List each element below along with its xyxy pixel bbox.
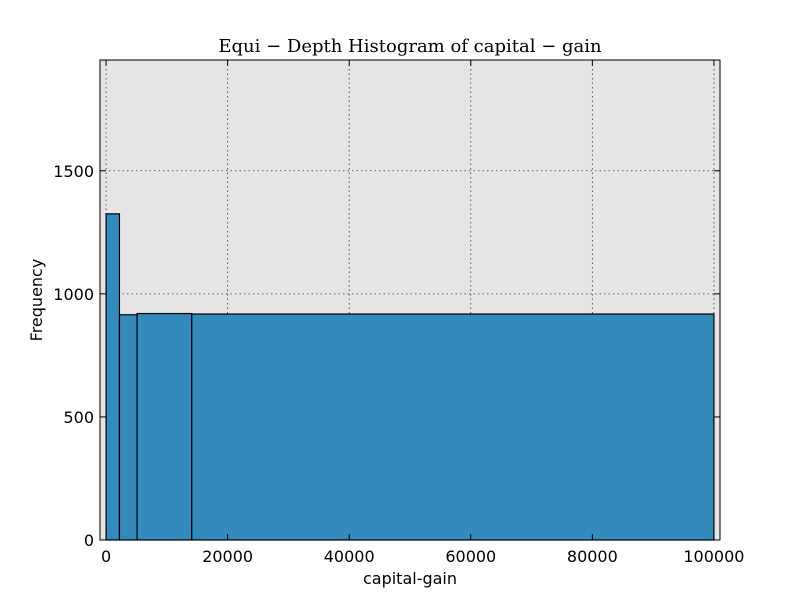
y-tick-label: 1000 <box>53 285 94 304</box>
y-tick-label: 500 <box>63 408 94 427</box>
x-tick-label: 100000 <box>683 547 744 566</box>
x-tick-label: 60000 <box>445 547 496 566</box>
x-tick-label: 20000 <box>202 547 253 566</box>
chart-title: Equi − Depth Histogram of capital − gain <box>218 36 602 57</box>
ticks: 0 20000 40000 60000 80000 100000 0 500 1000 1500 <box>53 60 744 566</box>
histogram-bar <box>105 213 121 541</box>
y-axis-label: Frequency <box>27 259 46 342</box>
x-tick-label: 0 <box>101 547 111 566</box>
histogram-bar <box>118 314 138 541</box>
plot-frame <box>99 59 721 541</box>
x-tick-label: 80000 <box>567 547 618 566</box>
x-axis-label: capital-gain <box>363 569 457 588</box>
y-tick-label: 0 <box>84 531 94 550</box>
x-tick-label: 40000 <box>324 547 375 566</box>
histogram-bar <box>136 312 193 541</box>
y-tick-label: 1500 <box>53 162 94 181</box>
histogram-bar <box>191 313 715 541</box>
bars <box>105 213 715 541</box>
